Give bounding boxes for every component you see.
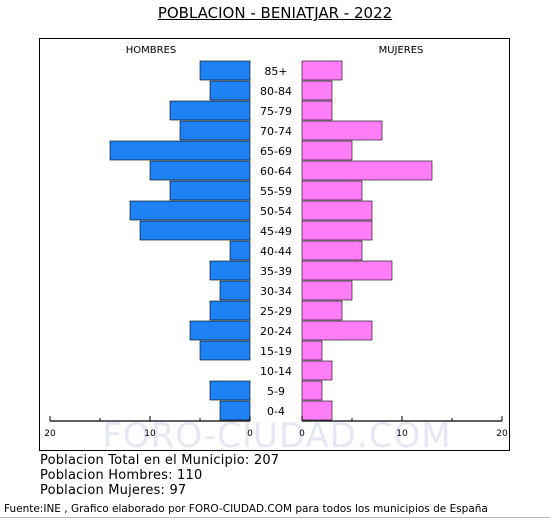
age-label-40-44: 40-44: [260, 245, 292, 258]
age-label-15-19: 15-19: [260, 345, 292, 358]
age-label-70-74: 70-74: [260, 125, 292, 138]
age-label-75-79: 75-79: [260, 105, 292, 118]
bar-men-60-64: [149, 160, 251, 181]
bar-women-70-74: [301, 120, 383, 141]
age-label-65-69: 65-69: [260, 145, 292, 158]
watermark: FORO-CIUDAD.COM: [102, 416, 451, 452]
bar-men-5-9: [209, 380, 251, 401]
bar-women-75-79: [301, 100, 333, 121]
tick-label-men-20: 20: [44, 429, 56, 439]
bar-women-65-69: [301, 140, 353, 161]
bar-women-10-14: [301, 360, 333, 381]
chart-frame: FORO-CIUDAD.COM HOMBRES MUJERES 85+ 80-84…: [39, 38, 510, 452]
men-label: HOMBRES: [126, 45, 177, 56]
bar-men-45-49: [139, 220, 251, 241]
women-population: Poblacion Mujeres: 97: [40, 483, 187, 498]
bar-women-0-4: [301, 400, 333, 421]
bar-men-30-34: [219, 280, 251, 301]
bar-men-70-74: [179, 120, 251, 141]
bar-men-25-29: [209, 300, 251, 321]
age-label-30-34: 30-34: [260, 285, 292, 298]
bar-men-15-19: [199, 340, 251, 361]
age-label-85+: 85+: [264, 65, 287, 78]
bar-men-20-24: [189, 320, 251, 341]
tick-label-women-20: 20: [496, 429, 508, 439]
bar-men-80-84: [209, 80, 251, 101]
bar-women-30-34: [301, 280, 353, 301]
bar-women-20-24: [301, 320, 373, 341]
age-label-25-29: 25-29: [260, 305, 292, 318]
age-label-35-39: 35-39: [260, 265, 292, 278]
tick-label-men-10: 10: [144, 429, 156, 439]
bar-women-25-29: [301, 300, 343, 321]
age-label-55-59: 55-59: [260, 185, 292, 198]
men-population: Poblacion Hombres: 110: [40, 468, 203, 483]
source-note: Fuente:INE , Grafico elaborado por FORO-…: [4, 503, 488, 515]
bar-women-45-49: [301, 220, 373, 241]
total-population: Poblacion Total en el Municipio: 207: [40, 453, 280, 468]
age-label-20-24: 20-24: [260, 325, 292, 338]
bar-women-85+: [301, 60, 343, 81]
bar-men-0-4: [219, 400, 251, 421]
tick-label-women-0: 0: [299, 429, 305, 439]
age-label-60-64: 60-64: [260, 165, 292, 178]
bar-men-55-59: [169, 180, 251, 201]
bar-women-5-9: [301, 380, 323, 401]
bar-women-35-39: [301, 260, 393, 281]
bar-women-60-64: [301, 160, 433, 181]
age-label-0-4: 0-4: [267, 405, 285, 418]
bar-men-50-54: [129, 200, 251, 221]
bar-women-55-59: [301, 180, 363, 201]
bar-women-80-84: [301, 80, 333, 101]
age-label-5-9: 5-9: [267, 385, 285, 398]
bar-men-85+: [199, 60, 251, 81]
bar-women-40-44: [301, 240, 363, 261]
population-pyramid: FORO-CIUDAD.COM HOMBRES MUJERES 85+ 80-84…: [44, 45, 508, 452]
age-label-45-49: 45-49: [260, 225, 292, 238]
women-label: MUJERES: [379, 45, 424, 56]
bar-women-50-54: [301, 200, 373, 221]
tick-label-women-10: 10: [396, 429, 408, 439]
bar-women-15-19: [301, 340, 323, 361]
age-label-80-84: 80-84: [260, 85, 292, 98]
bar-men-40-44: [229, 240, 251, 261]
bar-men-75-79: [169, 100, 251, 121]
age-label-50-54: 50-54: [260, 205, 292, 218]
bar-men-35-39: [209, 260, 251, 281]
tick-label-men-0: 0: [247, 429, 253, 439]
bottom-divider: [0, 517, 550, 518]
bar-men-65-69: [109, 140, 251, 161]
chart-title: POBLACION - BENIATJAR - 2022: [157, 4, 393, 22]
age-label-10-14: 10-14: [260, 365, 292, 378]
